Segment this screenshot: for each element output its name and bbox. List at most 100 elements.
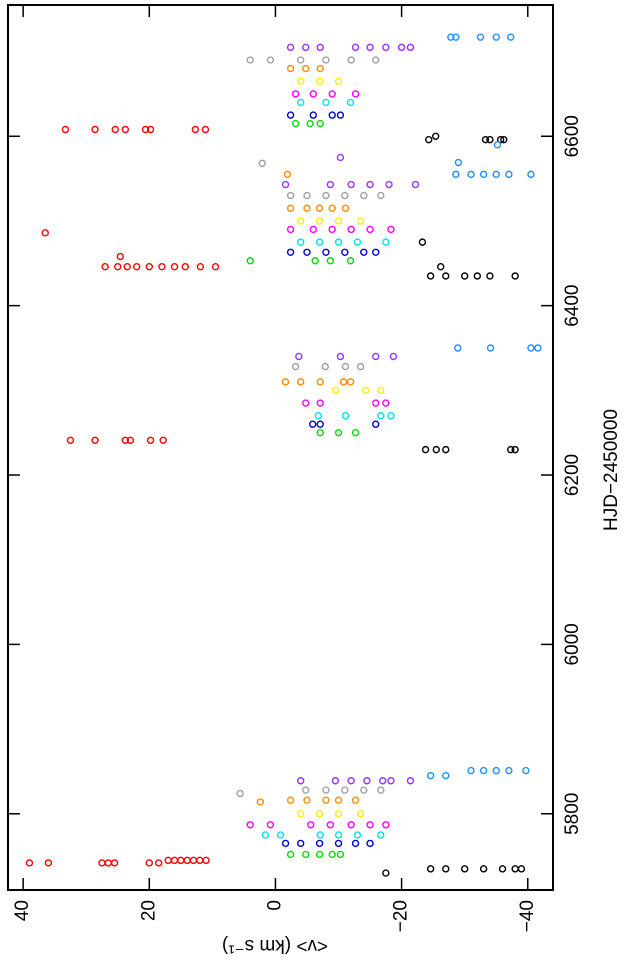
data-point xyxy=(347,225,355,234)
x-tick-label: 6200 xyxy=(562,454,583,496)
data-point xyxy=(460,865,469,873)
data-point xyxy=(356,217,365,225)
data-point xyxy=(378,777,387,785)
data-point xyxy=(286,191,295,200)
data-point xyxy=(382,43,390,52)
data-point xyxy=(479,865,488,873)
data-point xyxy=(452,33,460,41)
data-point xyxy=(121,436,130,445)
data-point xyxy=(314,412,323,420)
data-point xyxy=(336,111,345,119)
data-point xyxy=(366,225,374,234)
data-point xyxy=(316,428,324,437)
data-point xyxy=(406,777,415,785)
data-point xyxy=(334,831,343,839)
data-point xyxy=(309,90,318,98)
data-point xyxy=(91,436,99,445)
data-point xyxy=(296,217,305,225)
data-point xyxy=(328,850,336,859)
data-point xyxy=(66,436,75,445)
data-point xyxy=(351,796,360,804)
data-point xyxy=(146,125,155,134)
data-point xyxy=(315,238,324,246)
data-point xyxy=(145,262,153,271)
data-point xyxy=(360,248,368,256)
data-point xyxy=(351,428,360,437)
data-point xyxy=(296,839,305,848)
data-point xyxy=(452,170,460,179)
data-point xyxy=(322,248,330,256)
data-point xyxy=(372,399,380,407)
data-point xyxy=(201,125,210,134)
data-point xyxy=(341,248,349,256)
data-point xyxy=(328,111,336,119)
data-point xyxy=(511,865,519,873)
data-point xyxy=(181,262,189,271)
data-point xyxy=(104,859,112,867)
data-point xyxy=(315,839,324,848)
data-point xyxy=(326,821,335,829)
data-point xyxy=(454,158,463,167)
data-point xyxy=(382,399,390,407)
data-point xyxy=(341,412,350,420)
data-point xyxy=(286,850,295,859)
data-point xyxy=(177,856,185,865)
data-point xyxy=(372,420,380,428)
data-point xyxy=(347,821,355,829)
data-point xyxy=(334,238,343,246)
data-point xyxy=(479,170,488,179)
data-point xyxy=(303,248,311,256)
data-point xyxy=(315,204,324,212)
data-point xyxy=(315,810,324,818)
x-axis-label: HJD−2450000 xyxy=(601,409,622,531)
data-point xyxy=(493,141,502,149)
data-point xyxy=(353,238,362,246)
data-point xyxy=(266,56,275,64)
data-point xyxy=(321,362,329,371)
x-tick-label: 6000 xyxy=(562,623,583,665)
data-point xyxy=(322,786,330,794)
data-point xyxy=(382,821,390,829)
data-point xyxy=(351,90,360,98)
plot-area: HJD−2450000 <v> (km s⁻¹) 5800 6000 6200 640… xyxy=(7,4,622,956)
data-point xyxy=(389,352,398,361)
data-point xyxy=(437,262,445,271)
data-point xyxy=(507,445,515,454)
data-point xyxy=(486,272,494,280)
data-point xyxy=(517,865,526,873)
data-point xyxy=(296,77,305,85)
data-point xyxy=(442,771,450,780)
data-point xyxy=(334,77,343,85)
data-point xyxy=(121,125,130,134)
data-point xyxy=(505,766,513,775)
data-point xyxy=(397,43,406,52)
data-point xyxy=(511,272,519,280)
data-point xyxy=(116,252,124,261)
data-point xyxy=(266,821,275,829)
data-point xyxy=(341,191,349,200)
data-point xyxy=(496,135,505,144)
data-point xyxy=(447,33,455,41)
y-tick-label: 0 xyxy=(264,900,285,911)
data-point xyxy=(286,43,295,52)
data-point xyxy=(339,378,348,386)
data-point xyxy=(334,810,343,818)
data-point xyxy=(202,856,210,865)
data-point xyxy=(286,204,295,212)
data-point xyxy=(334,428,343,437)
data-point xyxy=(256,798,265,806)
data-point xyxy=(286,248,295,256)
data-point xyxy=(322,56,330,64)
data-point xyxy=(366,180,374,189)
data-point xyxy=(303,796,311,804)
data-point xyxy=(377,831,385,839)
data-point xyxy=(467,766,475,775)
data-point xyxy=(316,378,324,386)
data-point xyxy=(170,262,179,271)
y-tick-label: 20 xyxy=(138,900,159,921)
data-point xyxy=(296,777,305,785)
data-point xyxy=(189,856,198,865)
data-point xyxy=(291,90,300,98)
data-point xyxy=(110,859,119,867)
data-point xyxy=(426,771,435,780)
